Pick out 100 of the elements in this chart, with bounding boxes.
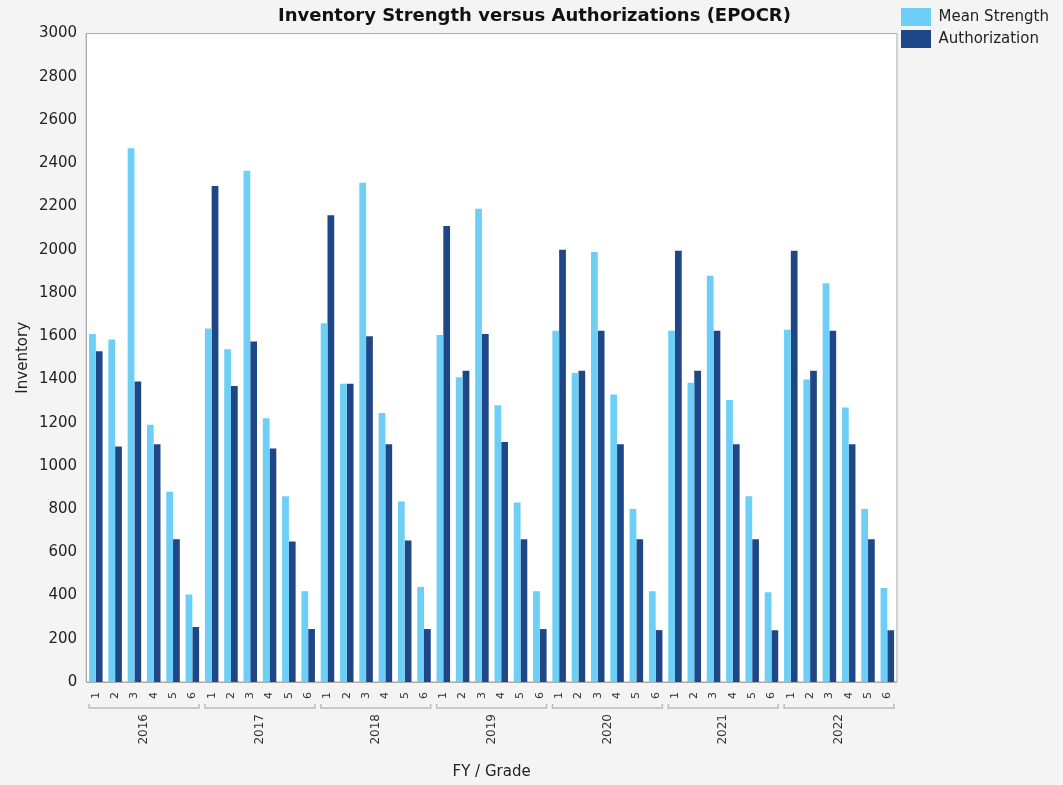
bar: [752, 539, 759, 682]
bar: [481, 334, 489, 682]
x-tick-label: 3: [590, 692, 604, 699]
x-tick-label: 3: [358, 692, 372, 699]
text: 2018: [367, 714, 382, 745]
x-tick-label: 3: [822, 692, 836, 699]
text: 2016: [136, 714, 151, 745]
x-tick-label: 1: [667, 692, 681, 699]
y-tick-label: 3000: [38, 23, 78, 42]
x-tick-label: 1: [204, 692, 218, 699]
x-tick-label: 2: [107, 692, 121, 699]
x-tick-label: 3: [474, 692, 488, 699]
x-tick-label: 5: [745, 692, 759, 699]
y-tick-label: 2800: [38, 66, 78, 85]
bar: [282, 496, 289, 682]
y-tick-label: 2400: [38, 153, 78, 172]
bar: [674, 250, 682, 682]
y-tick-label: 1600: [38, 326, 78, 345]
x-axis-title: FY / Grade: [452, 761, 531, 780]
y-tick-label: 2600: [38, 109, 78, 128]
legend-label: Authorization: [938, 28, 1039, 47]
bar: [559, 249, 566, 682]
text: 2019: [483, 714, 498, 745]
bar: [443, 225, 451, 682]
x-tick-label: 5: [860, 692, 874, 699]
x-tick-label: 6: [764, 692, 778, 699]
bar: [513, 502, 521, 682]
y-tick-label: 0: [67, 671, 78, 690]
x-tick-label: 1: [320, 692, 334, 699]
bar: [89, 334, 96, 682]
x-tick-label: 3: [706, 692, 720, 699]
y-tick-label: 2200: [38, 196, 78, 215]
y-tick-label: 600: [48, 542, 78, 561]
bar: [591, 251, 598, 682]
x-tick-label: 4: [146, 692, 160, 699]
x-tick-label: 6: [880, 692, 894, 699]
bar: [262, 418, 270, 682]
bar: [784, 329, 791, 682]
y-tick-label: 1400: [38, 369, 78, 388]
bar: [841, 407, 849, 682]
bar: [385, 444, 393, 682]
x-tick-label: 1: [783, 692, 797, 699]
bar: [397, 501, 405, 682]
bar: [771, 630, 779, 682]
x-tick-label: 1: [552, 692, 565, 699]
text: 2021: [715, 714, 730, 745]
y-tick-label: 800: [48, 498, 78, 517]
bar: [745, 496, 753, 682]
bar: [636, 539, 644, 682]
bar: [166, 491, 174, 682]
x-tick-label: 2: [339, 692, 353, 699]
bar: [706, 275, 714, 682]
x-tick-label: 3: [243, 692, 257, 699]
x-tick-label: 1: [436, 692, 450, 699]
bar: [417, 586, 425, 682]
bar: [868, 539, 875, 682]
x-tick-label: 4: [262, 692, 276, 699]
x-tick-label: 4: [494, 692, 508, 699]
chart-title: Inventory Strength versus Authorizations (EPOCR): [278, 4, 791, 26]
bar: [346, 383, 354, 682]
x-tick-label: 5: [397, 692, 411, 699]
bar: [224, 349, 231, 682]
bar: [539, 629, 547, 682]
bar: [366, 336, 373, 682]
bar: [230, 385, 238, 682]
bar: [308, 629, 315, 682]
bar: [501, 442, 508, 682]
bar: [810, 370, 817, 682]
bar: [803, 379, 811, 682]
x-tick-label: 6: [185, 692, 199, 699]
x-tick-label: 5: [513, 692, 527, 699]
text: 2022: [831, 714, 846, 745]
bar: [250, 341, 258, 682]
bar: [192, 626, 200, 682]
x-tick-label: 6: [416, 692, 430, 699]
x-tick-label: 2: [223, 692, 237, 699]
x-tick-label: 2: [571, 692, 585, 699]
bar: [694, 370, 702, 682]
bar: [134, 381, 142, 682]
x-tick-label: 2: [687, 692, 701, 699]
bar: [204, 328, 212, 682]
bar: [533, 591, 540, 682]
x-tick-label: 5: [629, 692, 643, 699]
bar: [617, 444, 624, 682]
bar: [610, 394, 618, 682]
bar: [552, 330, 560, 682]
x-tick-label: 4: [609, 692, 623, 699]
text: 2017: [252, 714, 267, 745]
bar: [108, 339, 116, 682]
x-tick-label: 4: [841, 692, 855, 699]
y-tick-label: 400: [48, 585, 78, 604]
bar: [829, 330, 837, 682]
x-tick-label: 5: [165, 692, 179, 699]
bar: [887, 630, 895, 682]
y-axis-title: Inventory: [12, 321, 31, 394]
bar: [790, 250, 798, 682]
x-tick-label: 5: [281, 692, 295, 699]
y-tick-label: 200: [48, 628, 78, 647]
bar: [301, 591, 309, 682]
x-tick-label: 4: [378, 692, 392, 699]
